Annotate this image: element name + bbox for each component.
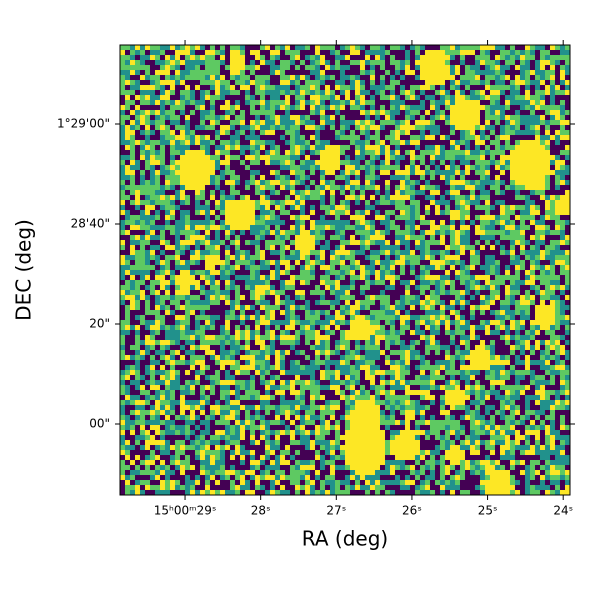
y-tick-label: 00" xyxy=(89,417,110,431)
y-tick-label: 20" xyxy=(89,317,110,331)
y-tick-label: 1°29'00" xyxy=(57,117,110,131)
x-tick-label: 15ʰ00ᵐ29ˢ xyxy=(154,504,217,518)
image xyxy=(120,45,570,495)
x-axis-label: RA (deg) xyxy=(302,527,388,551)
x-tick-label: 24ˢ xyxy=(553,504,573,518)
x-tick-label: 26ˢ xyxy=(402,504,422,518)
x-tick-label: 27ˢ xyxy=(326,504,346,518)
y-tick-label: 28'40" xyxy=(71,217,110,231)
x-tick-label: 25ˢ xyxy=(478,504,498,518)
x-tick-label: 28ˢ xyxy=(251,504,271,518)
y-axis-label: DEC (deg) xyxy=(12,219,36,321)
